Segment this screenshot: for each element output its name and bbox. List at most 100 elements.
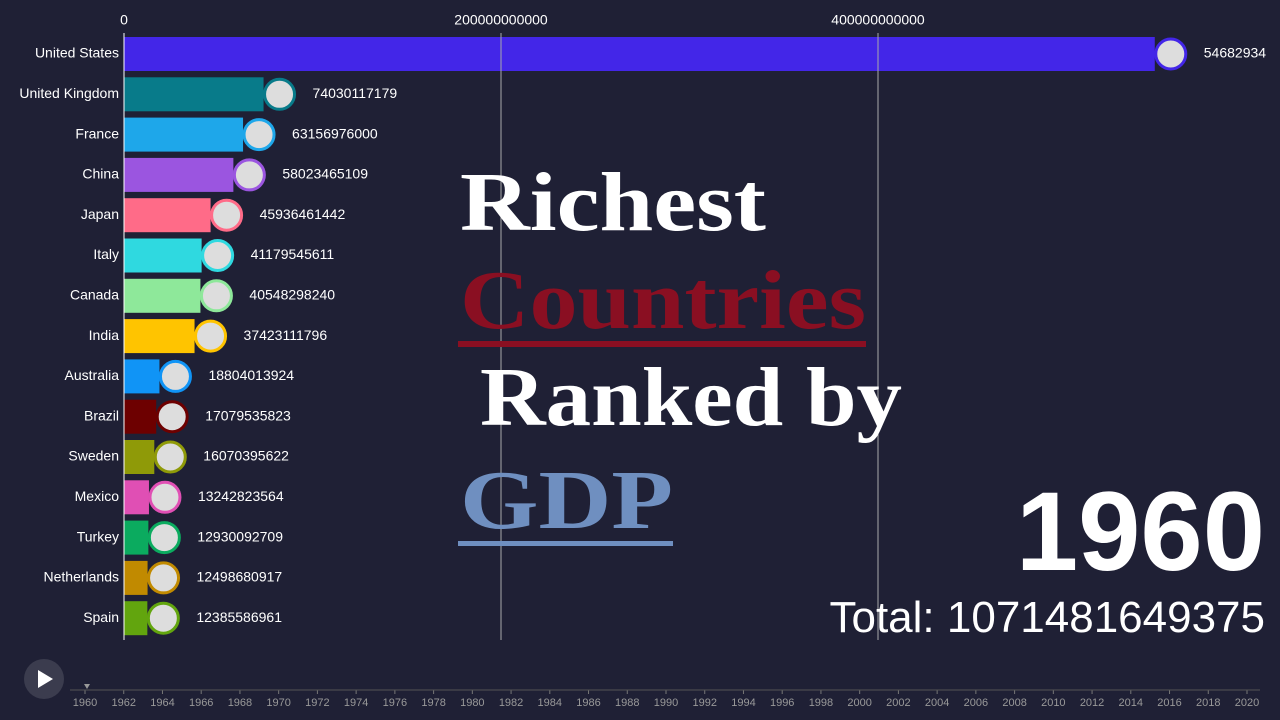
bar (124, 560, 148, 595)
timeline-label: 1994 (731, 697, 755, 709)
value-label: 13242823564 (198, 488, 284, 504)
y-tick-label: Mexico (75, 488, 120, 504)
timeline-label: 2010 (1041, 697, 1065, 709)
flag (232, 158, 266, 192)
flag (210, 198, 244, 232)
x-tick-label: 400000000000 (831, 12, 925, 28)
value-label: 12930092709 (197, 528, 283, 544)
y-tick-label: Japan (81, 206, 119, 222)
value-label: 54682934 (1204, 45, 1267, 61)
y-tick-label: France (75, 125, 119, 141)
y-tick-label: India (89, 327, 120, 343)
timeline-label: 2012 (1080, 697, 1104, 709)
title-line: Ranked by (480, 351, 902, 444)
value-label: 12385586961 (196, 609, 282, 625)
timeline-label: 1974 (344, 697, 368, 709)
timeline-label: 1962 (111, 697, 135, 709)
flag (146, 601, 180, 635)
bar (124, 77, 264, 112)
y-tick-label: United Kingdom (19, 85, 119, 101)
timeline-label: 2008 (1002, 697, 1026, 709)
value-label: 37423111796 (244, 327, 328, 343)
value-label: 45936461442 (260, 206, 346, 222)
bar (124, 440, 155, 474)
timeline-label: 1984 (538, 697, 562, 709)
y-tick-label: China (82, 166, 119, 182)
timeline-label: 2006 (964, 697, 988, 709)
total-label: Total: 1071481649375 (829, 593, 1265, 642)
timeline-label: 1964 (150, 697, 174, 709)
timeline-label: 2018 (1196, 697, 1220, 709)
bar (124, 278, 201, 313)
timeline-label: 1980 (460, 697, 484, 709)
value-label: 18804013924 (208, 367, 294, 383)
bar (124, 601, 148, 636)
timeline-label: 1968 (228, 697, 252, 709)
timeline-label: 1990 (654, 697, 678, 709)
bar (124, 359, 160, 394)
flag (194, 319, 228, 353)
timeline-label: 1960 (73, 697, 97, 709)
timeline-label: 1972 (305, 697, 329, 709)
flag (147, 561, 181, 595)
flag (155, 400, 189, 434)
timeline-label: 2016 (1157, 697, 1181, 709)
flag (263, 77, 297, 111)
timeline-handle[interactable] (84, 684, 90, 689)
title-underline (458, 341, 866, 347)
y-tick-label: Australia (65, 367, 120, 383)
y-tick-label: Turkey (77, 528, 119, 544)
title-underline (458, 541, 673, 546)
value-label: 74030117179 (313, 85, 398, 101)
value-label: 63156976000 (292, 125, 378, 141)
value-label: 58023465109 (282, 166, 368, 182)
y-tick-label: Spain (83, 609, 119, 625)
title-line: Countries (460, 254, 866, 347)
play-icon[interactable] (38, 670, 53, 688)
value-label: 41179545611 (251, 246, 335, 262)
timeline-label: 1998 (809, 697, 833, 709)
bar (124, 238, 202, 273)
flag (153, 440, 187, 474)
value-label: 40548298240 (249, 287, 335, 303)
play-button[interactable] (24, 659, 64, 699)
timeline-label: 1988 (615, 697, 639, 709)
value-label: 12498680917 (197, 569, 283, 585)
flag (147, 521, 181, 555)
timeline-label: 1966 (189, 697, 213, 709)
value-label: 17079535823 (205, 407, 291, 423)
bar (124, 117, 244, 152)
flag (242, 118, 276, 152)
timeline-label: 2002 (886, 697, 910, 709)
y-tick-label: United States (35, 45, 119, 61)
flag (148, 480, 182, 514)
timeline-label: 1986 (576, 697, 600, 709)
timeline-label: 1976 (383, 697, 407, 709)
title-line: Richest (460, 156, 766, 249)
flag (201, 239, 235, 272)
bar (124, 520, 149, 555)
flag (158, 359, 192, 393)
y-tick-label: Netherlands (44, 569, 120, 585)
x-tick-label: 0 (120, 12, 128, 28)
bar (124, 319, 195, 354)
bar (124, 157, 234, 192)
bar (124, 37, 1155, 71)
flag (1154, 37, 1188, 71)
y-tick-label: Sweden (68, 448, 119, 464)
timeline-label: 1978 (421, 697, 445, 709)
flag (199, 279, 233, 313)
bar (124, 480, 149, 515)
y-tick-label: Italy (93, 246, 119, 262)
timeline-label: 1970 (266, 697, 290, 709)
timeline-label: 1996 (770, 697, 794, 709)
title-line: GDP (460, 454, 673, 547)
timeline-label: 2004 (925, 697, 949, 709)
timeline-label: 2000 (847, 697, 871, 709)
y-tick-label: Canada (70, 287, 119, 303)
value-label: 16070395622 (203, 448, 289, 464)
x-tick-label: 200000000000 (454, 12, 548, 28)
y-tick-label: Brazil (84, 407, 119, 423)
bar (124, 399, 157, 434)
